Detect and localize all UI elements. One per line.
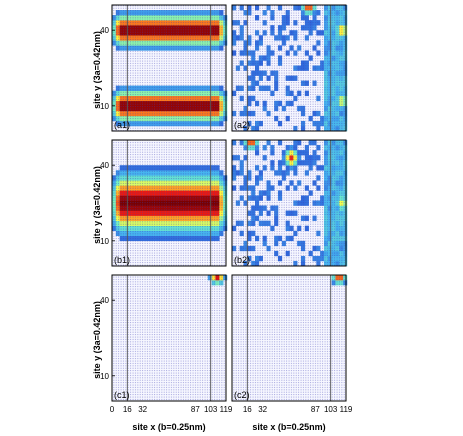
panel-b1: (b1) [111,139,228,267]
x-tick-label: 119 [220,405,233,414]
x-tick-label: 0 [110,405,115,414]
y-tick-label: 40 [100,26,109,35]
x-axis-label-right: site x (b=0.25nm) [252,422,325,432]
panel-c1: (c1) [111,274,228,402]
site-grid-dots [232,140,346,266]
y-axis-label-b: site y (3a=0.42nm) [92,166,102,244]
x-axis-label-left: site x (b=0.25nm) [132,422,205,432]
panels: (a1) (a2) (b1) (b2) (c1) (c2) [111,4,348,402]
panel-frame [111,4,227,132]
x-tick-label: 32 [258,405,267,414]
x-tick-label: 32 [138,405,147,414]
panel-a2: (a2) [231,4,348,132]
x-tick-label: 16 [123,405,132,414]
y-tick-label: 10 [100,237,109,246]
x-tick-label: 87 [311,405,320,414]
panel-frame [231,274,347,402]
panel-b2: (b2) [231,139,348,267]
y-tick-label: 40 [100,296,109,305]
y-axis-label-c: site y (3a=0.42nm) [92,301,102,379]
panel-frame [111,274,227,402]
site-grid-dots [112,140,226,266]
x-tick-label: 119 [340,405,353,414]
site-grid-dots [232,275,346,401]
y-tick-label: 10 [100,102,109,111]
y-tick-label: 40 [100,161,109,170]
site-grid-dots [232,5,346,131]
panel-label: (c1) [114,390,130,400]
panel-label: (a1) [114,120,130,130]
panel-label: (a2) [234,120,250,130]
panel-frame [231,139,347,267]
x-tick-label: 103 [324,405,338,414]
panel-c2: (c2) [231,274,348,402]
x-tick-label: 87 [191,405,200,414]
y-tick-label: 10 [100,372,109,381]
x-tick-label: 103 [204,405,218,414]
panel-frame [111,139,227,267]
site-grid-dots [112,275,226,401]
panel-frame [231,4,347,132]
site-grid-dots [112,5,226,131]
panel-label: (c2) [234,390,250,400]
y-axis-label-a: site y (3a=0.42nm) [92,31,102,109]
panel-label: (b1) [114,255,130,265]
x-tick-label: 16 [243,405,252,414]
panel-a1: (a1) [111,4,228,132]
panel-label: (b2) [234,255,250,265]
